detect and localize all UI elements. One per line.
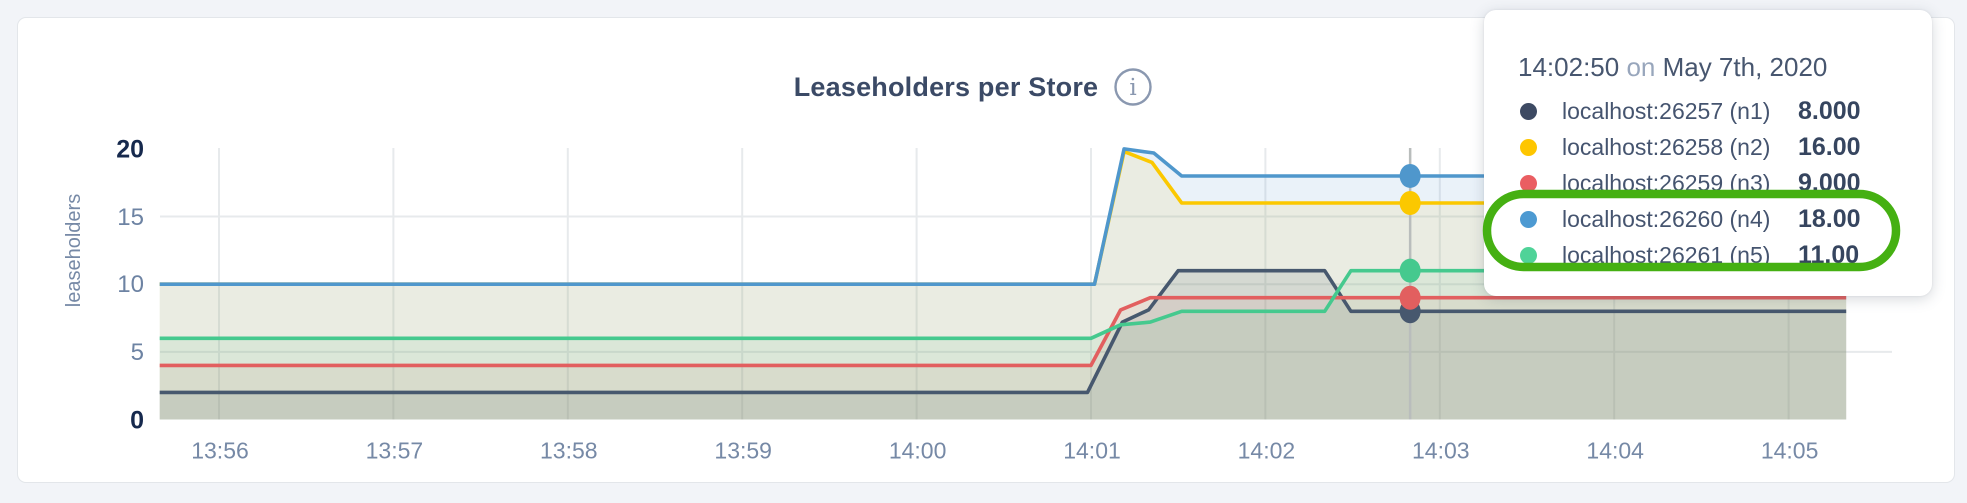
series-line-n5 — [159, 268, 1847, 341]
tooltip-time: 14:02:50 — [1518, 52, 1620, 82]
tooltip-row-n2: localhost:26258 (n2) 16.00 — [1518, 129, 1932, 165]
series-value: 18.00 — [1798, 204, 1861, 233]
x-tick-label: 14:02 — [1237, 437, 1296, 464]
series-value: 16.00 — [1798, 132, 1861, 161]
tooltip-connector: on — [1619, 52, 1663, 82]
x-tick-label: 14:01 — [1063, 437, 1121, 464]
hover-tooltip: 14:02:50 on May 7th, 2020 localhost:2625… — [1484, 10, 1932, 296]
y-tick-label: 5 — [130, 338, 144, 366]
series-color-dot — [1520, 174, 1537, 192]
series-label: localhost:26260 (n4) — [1562, 205, 1771, 232]
info-icon-glyph: i — [1130, 75, 1137, 101]
series-color-dot — [1520, 138, 1537, 156]
hover-marker-n5 — [1399, 258, 1421, 283]
y-tick-label: 15 — [117, 203, 144, 231]
chart-title: Leaseholders per Store — [793, 71, 1099, 102]
tooltip-row-n1: localhost:26257 (n1) 8.000 — [1518, 93, 1932, 129]
y-tick-label: 10 — [117, 271, 144, 299]
series-color-dot — [1520, 246, 1537, 264]
x-tick-label: 13:56 — [191, 437, 249, 464]
x-tick-label: 14:04 — [1586, 437, 1644, 464]
series-line-n3 — [159, 295, 1847, 368]
x-tick-label: 14:00 — [888, 437, 947, 464]
x-tick-label: 13:59 — [714, 437, 772, 464]
y-tick-label: 20 — [116, 135, 144, 164]
tooltip-row-n3: localhost:26259 (n3) 9.000 — [1518, 165, 1932, 201]
hover-marker-n3 — [1399, 285, 1421, 310]
series-value: 8.000 — [1798, 96, 1861, 125]
tooltip-timestamp: 14:02:50 on May 7th, 2020 — [1518, 52, 1932, 82]
series-value: 11.00 — [1798, 240, 1860, 269]
x-tick-label: 13:58 — [540, 437, 598, 464]
series-label: localhost:26261 (n5) — [1562, 241, 1771, 268]
x-tick-label: 14:03 — [1412, 437, 1470, 464]
series-area-n3 — [159, 297, 1847, 420]
hover-marker-n2 — [1399, 191, 1421, 216]
tooltip-date: May 7th, 2020 — [1662, 52, 1828, 82]
series-label: localhost:26259 (n3) — [1562, 169, 1771, 196]
series-color-dot — [1520, 102, 1537, 120]
info-icon[interactable]: i — [1114, 68, 1152, 106]
tooltip-legend: localhost:26257 (n1) 8.000 localhost:26258… — [1518, 93, 1932, 273]
series-label: localhost:26257 (n1) — [1562, 97, 1771, 124]
series-area-n1 — [159, 270, 1847, 420]
chart-header: Leaseholders per Store i — [8, 68, 1938, 106]
series-line-n1 — [159, 268, 1847, 395]
series-line-n4 — [159, 147, 1847, 286]
hover-marker-n4 — [1399, 163, 1421, 188]
series-color-dot — [1520, 210, 1537, 228]
series-area-n5 — [159, 270, 1847, 420]
tooltip-row-n4: localhost:26260 (n4) 18.00 — [1518, 201, 1932, 237]
x-tick-label: 13:57 — [365, 437, 424, 464]
series-value: 9.000 — [1798, 168, 1861, 197]
tooltip-row-n5: localhost:26261 (n5) 11.00 — [1518, 237, 1932, 273]
x-tick-label: 14:05 — [1760, 437, 1819, 464]
series-label: localhost:26258 (n2) — [1562, 133, 1771, 160]
y-tick-label: 0 — [130, 406, 144, 434]
